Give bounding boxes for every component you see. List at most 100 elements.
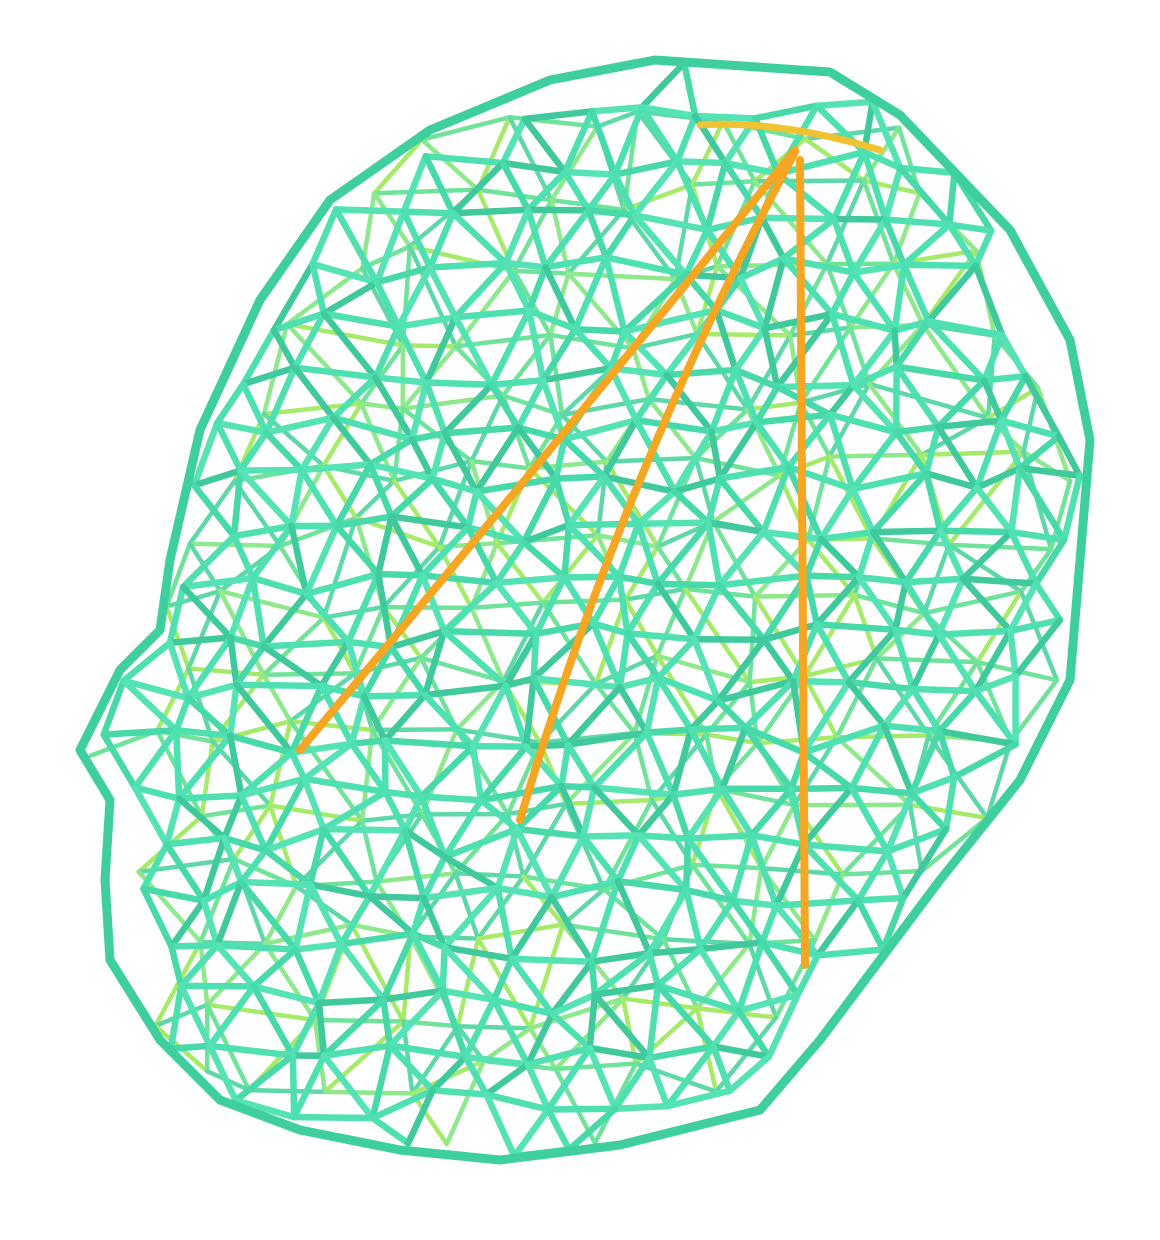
mesh-edge [588,104,646,115]
mesh-edge [828,310,898,334]
mesh-edge [616,674,662,691]
mesh-edge [561,168,619,178]
mesh-edge [475,922,566,941]
mesh-edge [612,1054,653,1112]
mesh-edge [761,325,781,391]
mesh-edge [408,379,430,443]
mesh-edge [288,718,365,824]
mesh-edge [230,522,295,540]
mesh-edge [309,260,381,286]
mesh-edge [716,572,810,589]
mesh-edge [381,737,477,750]
mesh-edge [735,991,802,1015]
mesh-edge [315,999,328,1059]
mesh-edge [849,469,930,493]
mesh-edge [612,1102,671,1112]
mesh-edge [611,104,646,178]
mesh-edge [697,897,736,953]
mesh-edge [623,597,660,658]
mesh-edge [663,366,739,379]
mesh-edge [230,532,257,582]
mesh-edge [690,862,752,947]
mesh-edge [524,168,569,213]
mesh-edge [409,930,448,951]
mesh-edge [772,902,821,959]
mesh-edge [511,1106,552,1160]
mesh-edge [227,574,257,641]
mesh-edge [172,726,234,740]
mesh-edge [261,672,293,724]
mesh-outline [75,55,1095,1165]
mesh-edge [288,749,308,783]
mesh-edge [654,674,722,704]
mesh-edge [946,221,995,234]
mesh-edge [861,148,889,223]
mesh-edge [321,401,364,469]
mesh-edge [646,396,750,412]
mesh-edge [426,210,457,271]
mesh-edge [1007,616,1064,635]
mesh-edge [732,366,781,391]
mesh-edge [687,724,749,733]
mesh-edge [177,982,214,1050]
mesh-edge [388,475,436,520]
mesh-edge [902,527,944,586]
mesh-edge [221,834,245,886]
mesh-edge [828,310,857,389]
mesh-edge [475,114,512,192]
mesh-edge [501,600,546,684]
mesh-edge [893,363,988,384]
highlight-edge [516,148,799,824]
mesh-edge [525,307,547,384]
mesh-edge [973,417,1005,491]
mesh-edge [1007,580,1040,635]
mesh-edge [716,528,767,589]
mesh-edge [803,572,863,581]
mesh-edge [452,307,533,321]
mesh-edge [439,987,469,1061]
mesh-edge [959,528,1015,583]
mesh-edge [469,540,500,611]
mesh-edge [270,326,299,371]
mesh-edge [742,724,808,756]
mesh-edge [210,739,273,808]
mesh-edge [502,682,530,750]
mesh-edge [395,323,430,386]
mesh-edge [521,108,596,123]
mesh-edge [462,1053,532,1068]
mesh-edge [386,1042,469,1061]
mesh-edge [227,634,240,688]
mesh-edge [760,528,825,543]
mesh-edge [1055,433,1083,479]
mesh-edge [850,261,908,276]
mesh-edge [689,179,757,187]
mesh-edge [564,683,624,748]
mesh-edge [635,791,677,839]
mesh-edge [631,158,681,219]
mesh-edge [544,1106,573,1153]
mesh-edge [946,169,958,228]
mesh-edge [590,620,624,691]
mesh-edge [333,522,382,578]
mesh-edge [714,677,797,704]
mesh-edge [803,572,821,628]
mesh-edge [217,588,327,620]
mesh-edge [981,372,1029,384]
mesh-edge [401,793,425,834]
mesh-edge [469,682,510,750]
mesh-edge [199,739,215,819]
mesh-edge [231,803,273,862]
mesh-edge [186,666,215,744]
mesh-edge [586,1044,619,1112]
mesh-edge [654,580,723,589]
mesh-edge [670,726,695,799]
mesh-edge [891,261,926,328]
mesh-edge [880,722,915,797]
mesh-edge [760,463,792,536]
mesh-edge [892,626,916,693]
mesh-edge [337,930,417,948]
mesh-edge [548,833,587,901]
mesh-edge [755,735,840,746]
mesh-edge [464,524,527,546]
mesh-edge [166,583,187,646]
